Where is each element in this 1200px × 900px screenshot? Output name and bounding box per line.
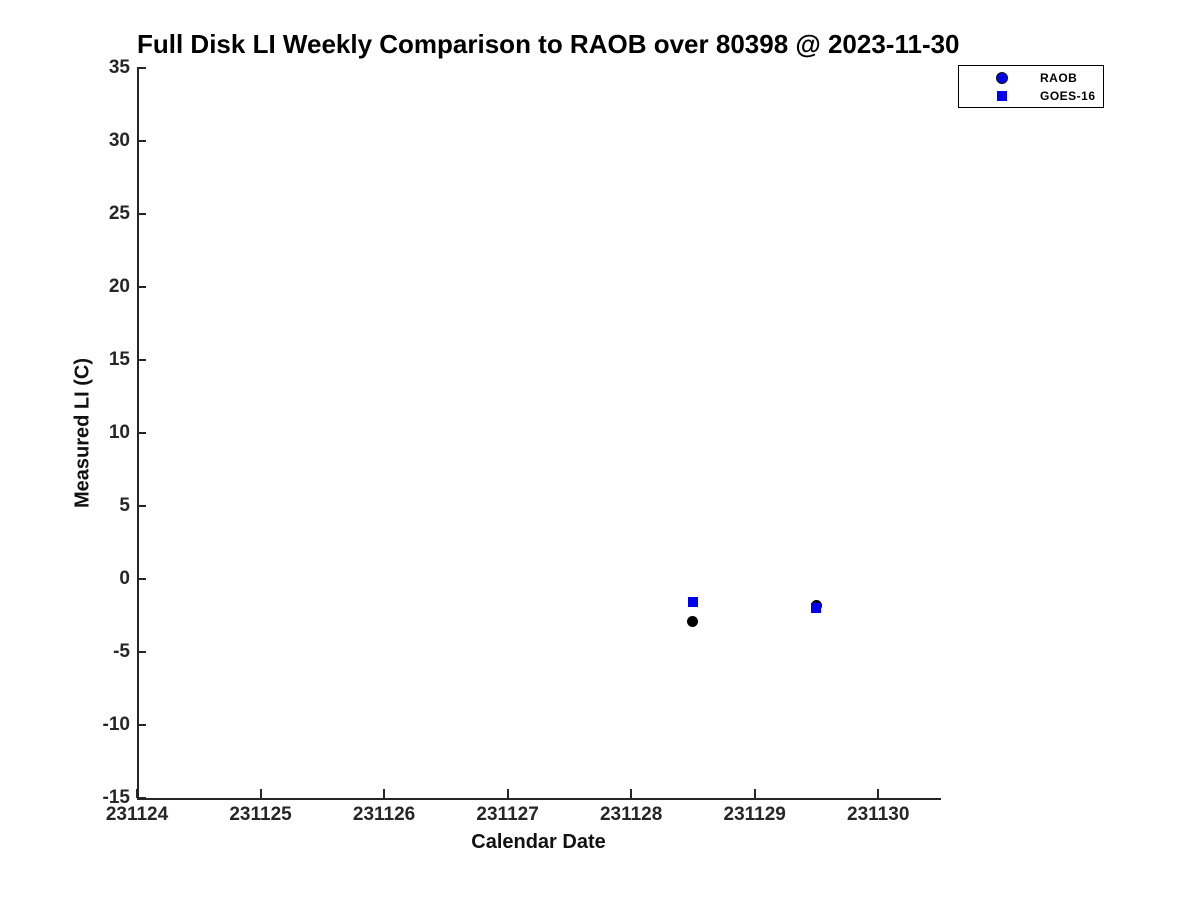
x-tick — [506, 789, 509, 798]
x-tick-label: 231124 — [105, 804, 169, 825]
y-tick — [137, 286, 146, 288]
chart-title: Full Disk LI Weekly Comparison to RAOB o… — [137, 29, 960, 59]
y-tick-label: 10 — [108, 422, 130, 443]
x-tick — [753, 789, 756, 798]
square-marker-icon — [996, 90, 1008, 102]
y-tick — [137, 140, 146, 142]
x-axis-line — [137, 798, 941, 800]
legend-label: GOES-16 — [1040, 88, 1096, 103]
legend-item-raob: RAOB — [959, 69, 1103, 87]
data-point-raob — [687, 615, 699, 627]
plot-area — [136, 67, 940, 799]
y-tick-label: 30 — [108, 130, 130, 151]
x-tick — [259, 789, 262, 798]
y-tick-label: -5 — [113, 641, 130, 662]
y-tick-label: 5 — [119, 495, 130, 516]
legend-swatch — [997, 90, 1007, 101]
data-point-goes-16 — [687, 597, 698, 608]
x-tick — [877, 789, 880, 798]
x-axis-label: Calendar Date — [471, 831, 606, 853]
y-tick — [137, 213, 146, 215]
y-tick — [137, 67, 146, 69]
y-tick — [137, 359, 146, 361]
legend-item-goes-16: GOES-16 — [959, 87, 1103, 105]
y-tick-label: 25 — [108, 203, 130, 224]
data-point-goes-16 — [811, 603, 822, 614]
x-tick-label: 231127 — [476, 804, 539, 825]
x-tick-label: 231130 — [847, 804, 910, 825]
legend-swatch — [996, 71, 1008, 84]
y-tick — [137, 432, 146, 434]
y-tick-label: 35 — [108, 57, 130, 78]
x-tick-label: 231126 — [352, 804, 416, 825]
y-tick-label: 20 — [108, 276, 130, 297]
legend: RAOB GOES-16 — [958, 65, 1104, 108]
y-tick — [137, 505, 146, 507]
x-tick — [630, 789, 633, 798]
x-tick-label: 231128 — [599, 804, 663, 825]
y-tick — [137, 797, 146, 799]
y-tick-label: 15 — [108, 349, 130, 370]
y-tick-label: -10 — [102, 714, 130, 735]
y-tick — [137, 724, 146, 726]
x-tick — [383, 789, 386, 798]
x-tick-label: 231129 — [723, 804, 786, 825]
x-tick-label: 231125 — [229, 804, 292, 825]
circle-marker-icon — [996, 71, 1008, 84]
y-axis-line — [137, 68, 139, 800]
y-tick — [137, 651, 146, 653]
y-tick — [137, 578, 146, 580]
legend-label: RAOB — [1040, 70, 1078, 85]
y-tick-label: 0 — [119, 568, 130, 589]
y-tick-label: -15 — [102, 787, 130, 808]
x-tick — [136, 789, 138, 798]
